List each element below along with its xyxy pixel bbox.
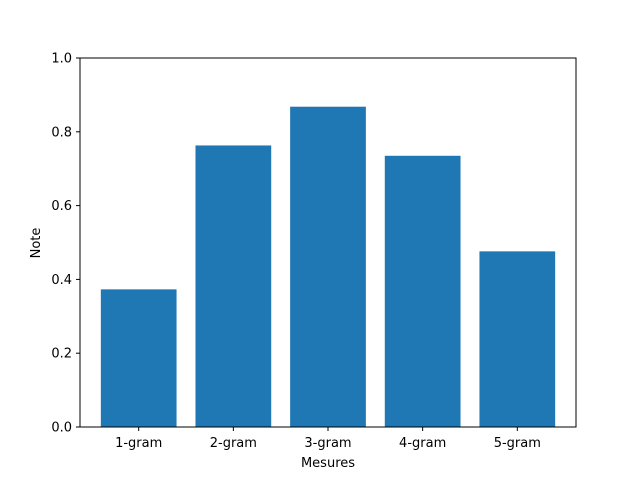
bar-2-gram <box>195 145 272 427</box>
y-tick-label: 0.2 <box>51 347 72 362</box>
bar-3-gram <box>290 106 366 427</box>
bar-1-gram <box>100 289 177 427</box>
y-tick-label: 0.4 <box>51 273 72 288</box>
y-tick-label: 0.6 <box>51 199 72 214</box>
x-axis-label: Mesures <box>301 456 355 471</box>
bars-layer <box>100 106 556 427</box>
x-axis: 1-gram 2-gram 3-gram 4-gram 5-gram <box>115 427 541 451</box>
x-tick-label: 3-gram <box>304 436 351 451</box>
x-tick-label: 4-gram <box>399 436 446 451</box>
y-tick-label: 1.0 <box>51 52 72 67</box>
bar-4-gram <box>384 155 461 427</box>
y-axis-label: Note <box>29 228 44 259</box>
x-tick-label: 1-gram <box>115 436 162 451</box>
bar-5-gram <box>479 251 556 427</box>
x-tick-label: 5-gram <box>494 436 541 451</box>
y-tick-label: 0.0 <box>51 421 72 436</box>
y-tick-label: 0.8 <box>51 125 72 140</box>
y-axis: 0.0 0.2 0.4 0.6 0.8 1.0 <box>51 52 80 436</box>
x-tick-label: 2-gram <box>210 436 257 451</box>
